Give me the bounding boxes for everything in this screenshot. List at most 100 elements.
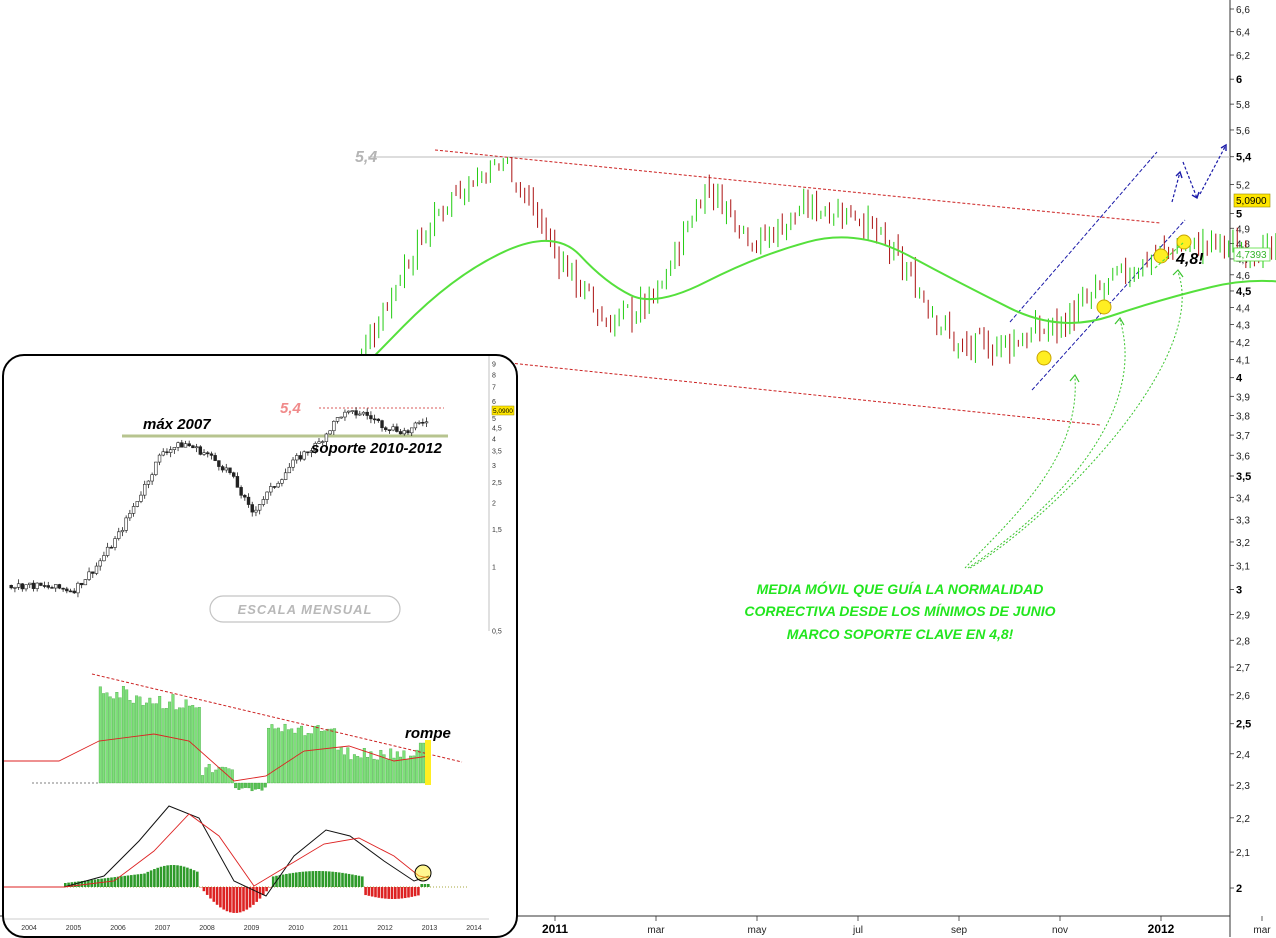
inset-candle: [277, 481, 280, 488]
volume-bar: [393, 758, 396, 783]
inset-candle: [384, 426, 387, 432]
inset-y-tick-label: 4: [492, 436, 496, 443]
volume-bar: [119, 698, 122, 783]
macd-bar: [183, 867, 186, 887]
macd-bar: [249, 887, 252, 907]
volume-bar: [231, 770, 234, 783]
volume-bar: [106, 693, 109, 783]
touch-point-june: [1037, 351, 1051, 365]
y-tick-label: 3,6: [1236, 451, 1250, 462]
macd-bar: [321, 871, 324, 887]
inset-candle: [214, 453, 217, 461]
volume-bar: [284, 724, 287, 783]
y-tick-label: 4,9: [1236, 224, 1250, 235]
volume-bar: [129, 700, 132, 783]
inset-candle: [106, 543, 109, 558]
macd-histogram: [64, 865, 430, 913]
inset-candle: [73, 588, 76, 594]
volume-bar: [244, 783, 247, 788]
y-tick-label: 3,4: [1236, 493, 1250, 504]
macd-bar: [295, 872, 298, 887]
inset-candle: [395, 424, 398, 433]
inset-candle: [10, 585, 13, 590]
macd-bar: [411, 887, 414, 897]
inset-candle: [51, 586, 54, 589]
inset-candle: [58, 584, 61, 589]
macd-bar: [288, 873, 291, 887]
macd-bar: [358, 876, 361, 887]
inset-candle: [347, 410, 350, 414]
volume-bar: [201, 775, 204, 783]
inset-x-tick-label: 2012: [377, 925, 393, 932]
volume-bar: [254, 783, 257, 789]
volume-bar: [373, 759, 376, 783]
macd-bar: [420, 884, 423, 887]
macd-bar: [397, 887, 400, 899]
inset-candle: [303, 450, 306, 460]
y-tick-label: 4,4: [1236, 304, 1250, 315]
ma-badge-label: 4,7393: [1236, 250, 1267, 261]
macd-bar: [213, 887, 216, 902]
inset-y-tick-label: 4,5: [492, 426, 502, 433]
inset-candle: [117, 528, 120, 541]
inset-candle: [217, 460, 220, 470]
inset-candle: [65, 587, 68, 593]
macd-bar: [417, 887, 420, 895]
inset-candle: [99, 558, 102, 570]
inset-candle: [39, 583, 42, 587]
inset-candle: [281, 478, 284, 486]
y-tick-label: 2,3: [1236, 781, 1250, 792]
inset-x-tick-label: 2006: [110, 925, 126, 932]
y-tick-label: 3,3: [1236, 515, 1250, 526]
volume-bar: [271, 724, 274, 783]
inset-candle: [251, 502, 254, 517]
y-tick-label: 2,2: [1236, 814, 1250, 825]
macd-bar: [133, 875, 136, 887]
y-tick-label: 2,7: [1236, 663, 1250, 674]
inset-x-tick-label: 2008: [199, 925, 215, 932]
inset-candle: [43, 582, 46, 589]
inset-candle: [132, 503, 135, 517]
inset-candle: [236, 472, 239, 487]
volume-bar: [389, 749, 392, 783]
inset-candle: [121, 527, 124, 536]
volume-bar: [205, 768, 208, 783]
volume-bar: [323, 731, 326, 783]
inset-candle: [425, 417, 428, 427]
y-tick-label: 5,8: [1236, 100, 1250, 111]
inset-candle: [84, 579, 87, 585]
volume-bar: [343, 755, 346, 783]
volume-bar: [188, 706, 191, 783]
inset-candle: [195, 444, 198, 452]
inset-candle: [166, 448, 169, 455]
inset-candle: [143, 481, 146, 499]
price-badge-label: 5,0900: [1236, 196, 1267, 207]
inset-candle: [225, 464, 228, 473]
volume-bar: [360, 758, 363, 783]
channel-lower-line: [510, 363, 1100, 425]
macd-bar: [153, 869, 156, 887]
inset-y-tick-label: 3,5: [492, 449, 502, 456]
inset-level-label: 5,4: [280, 400, 302, 417]
break-label: rompe: [405, 725, 451, 742]
inset-candle: [306, 452, 309, 456]
volume-bar: [287, 730, 290, 783]
y-tick-label: 3,2: [1236, 538, 1250, 549]
volume-bar: [162, 709, 165, 783]
volume-bar: [380, 750, 383, 783]
inset-y-tick-label: 7: [492, 385, 496, 392]
volume-bar: [175, 710, 178, 783]
inset-x-tick-label: 2013: [422, 925, 438, 932]
volume-bar: [409, 756, 412, 783]
macd-bar: [246, 887, 249, 910]
macd-bar: [308, 871, 311, 887]
volume-bar: [396, 752, 399, 783]
macd-bar: [318, 871, 321, 887]
macd-bar: [414, 887, 417, 896]
y-tick-label: 4: [1236, 373, 1243, 385]
macd-bar: [368, 887, 371, 896]
inset-candle: [158, 454, 161, 466]
volume-bar: [145, 703, 148, 783]
volume-bar: [350, 759, 353, 783]
